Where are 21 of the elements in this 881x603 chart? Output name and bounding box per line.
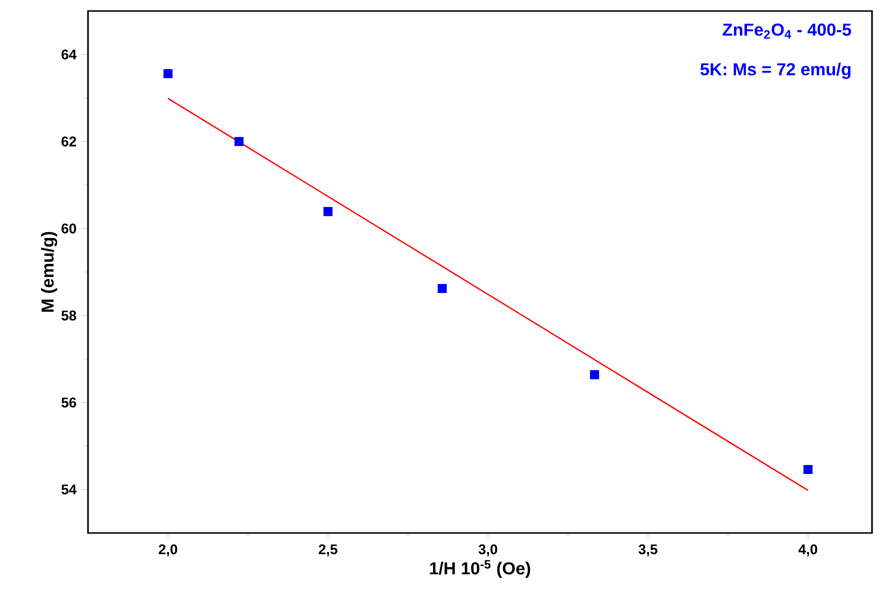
x-tick-label: 3,5 [638,544,658,556]
y-tick-label: 58 [61,310,76,320]
point [438,284,447,294]
x-tick-label: 3,0 [478,544,498,556]
y-tick-label: 64 [62,50,77,60]
y-tick-label: 62 [62,136,76,146]
point [163,69,173,78]
annotation: 5K: Ms = 72 emu/g [700,62,850,79]
x-tick-label: 2,0 [158,544,178,556]
y-axis-title: M (emu/g) [40,232,58,312]
x-tick-label: 4,0 [798,544,818,556]
x-axis-title: 1/H 10$^{-5}$ (Oe) [430,560,530,578]
y-tick-label: 60 [62,224,76,234]
y-tick-label: 54 [61,484,77,494]
x-tick-label: 2,5 [318,544,338,556]
point [234,136,244,146]
annotation: ZnFe$_{2}$O$_{4}$ - 400-5 [722,24,852,39]
point [803,464,813,474]
point [590,370,600,380]
point [323,206,333,216]
y-tick-label: 56 [61,398,76,408]
